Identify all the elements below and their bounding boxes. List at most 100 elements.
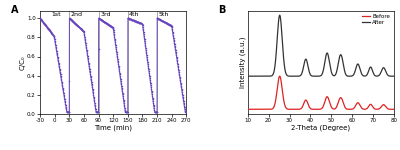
Point xyxy=(152,111,159,113)
Before xyxy=(245,108,250,110)
Point xyxy=(96,18,103,20)
Point xyxy=(66,17,73,20)
Point xyxy=(168,24,174,27)
Point xyxy=(105,23,111,26)
Point xyxy=(56,63,62,65)
Point xyxy=(66,111,72,113)
After xyxy=(392,75,396,77)
Point xyxy=(89,86,96,88)
Before xyxy=(392,108,396,110)
Y-axis label: Intensity (a.u.): Intensity (a.u.) xyxy=(240,36,246,88)
Point xyxy=(117,73,123,75)
Point xyxy=(144,61,151,63)
Point xyxy=(38,19,45,21)
Point xyxy=(85,58,91,61)
Point xyxy=(72,23,79,25)
Point xyxy=(62,104,69,106)
Point xyxy=(126,18,132,20)
Point xyxy=(88,78,94,80)
Text: A: A xyxy=(11,5,18,15)
Point xyxy=(94,111,100,113)
Point xyxy=(146,75,153,78)
Point xyxy=(138,22,144,25)
Point xyxy=(175,65,181,67)
Point xyxy=(141,36,148,39)
Point xyxy=(68,18,74,21)
Point xyxy=(117,76,124,79)
Point xyxy=(175,68,182,70)
Point xyxy=(72,22,78,24)
Point xyxy=(73,23,79,25)
Point xyxy=(138,22,144,25)
Point xyxy=(52,44,59,46)
Point xyxy=(135,21,142,24)
Point xyxy=(116,70,122,72)
Point xyxy=(151,107,157,109)
Point xyxy=(70,21,77,23)
Text: 1st: 1st xyxy=(51,12,61,17)
Point xyxy=(67,18,73,20)
Point xyxy=(179,91,185,93)
Point xyxy=(64,111,70,113)
Point xyxy=(140,29,146,32)
Point xyxy=(48,32,55,34)
Point xyxy=(114,56,121,58)
Point xyxy=(120,98,127,101)
Point xyxy=(112,41,118,43)
Point xyxy=(73,23,80,26)
Point xyxy=(88,82,95,85)
Point xyxy=(148,88,154,90)
Point xyxy=(125,17,131,19)
Point xyxy=(132,20,139,22)
Point xyxy=(46,30,53,32)
Point xyxy=(172,51,179,53)
Point xyxy=(54,51,60,54)
Point xyxy=(102,21,108,24)
Point xyxy=(178,85,184,87)
Point xyxy=(170,32,176,35)
Point xyxy=(148,82,154,85)
Point xyxy=(159,20,165,22)
Point xyxy=(92,107,99,109)
Point xyxy=(37,17,43,19)
Point xyxy=(59,85,66,87)
Point xyxy=(158,19,164,21)
Point xyxy=(133,20,139,22)
Point xyxy=(182,111,189,113)
Point xyxy=(93,111,99,113)
Point xyxy=(138,22,144,24)
Point xyxy=(82,39,88,41)
Point xyxy=(176,74,183,76)
Point xyxy=(175,66,182,69)
Point xyxy=(110,31,117,33)
Point xyxy=(149,96,156,99)
Point xyxy=(134,21,140,23)
Before xyxy=(316,108,321,110)
Point xyxy=(144,57,150,60)
Point xyxy=(83,44,89,46)
Point xyxy=(159,20,166,22)
Point xyxy=(174,61,181,64)
Point xyxy=(152,111,158,113)
Point xyxy=(41,22,47,25)
Point xyxy=(176,72,182,75)
Point xyxy=(130,19,137,22)
Point xyxy=(72,22,78,25)
Point xyxy=(61,94,67,96)
Point xyxy=(108,26,115,28)
Point xyxy=(58,75,64,77)
Point xyxy=(65,111,72,113)
Point xyxy=(84,53,90,56)
Legend: Before, After: Before, After xyxy=(360,13,391,26)
Point xyxy=(168,24,174,27)
Point xyxy=(77,27,84,29)
Point xyxy=(110,26,116,29)
Point xyxy=(83,47,90,49)
Point xyxy=(49,32,55,35)
Point xyxy=(154,17,161,20)
Point xyxy=(164,22,171,25)
Point xyxy=(84,49,90,51)
Point xyxy=(145,63,151,65)
Point xyxy=(166,23,172,26)
Point xyxy=(43,24,49,27)
